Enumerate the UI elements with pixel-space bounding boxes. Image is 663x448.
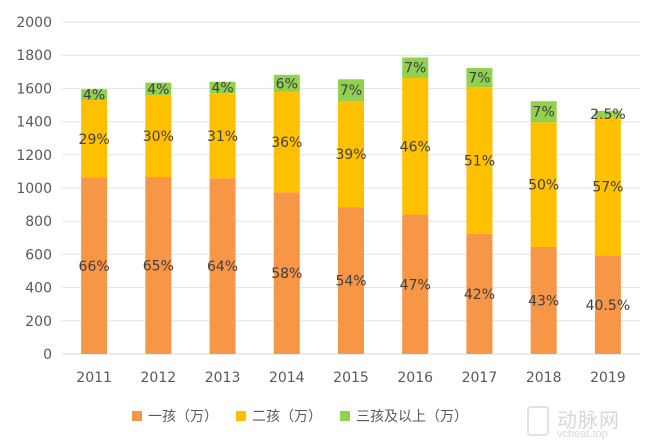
y-tick-label: 1800 [16,48,52,64]
y-tick-label: 400 [25,281,52,297]
bar-segment [466,67,493,88]
bar-segment [209,93,236,179]
watermark-logo-icon [527,406,549,436]
x-tick-label: 2019 [590,370,626,386]
bar-segment [530,246,557,354]
data-label: 7% [340,83,362,99]
data-label: 43% [528,293,559,309]
y-tick-label: 200 [25,314,52,330]
y-tick-label: 2000 [16,15,52,31]
legend-item-second-child: 二孩（万） [236,406,322,426]
x-tick-label: 2016 [397,370,433,386]
data-label: 7% [533,105,555,121]
data-label: 7% [468,71,490,87]
legend-label-third-plus-child: 三孩及以上（万） [356,409,468,425]
data-label: 66% [79,259,110,275]
y-axis: 0 200 400 600 800 1000 1200 1400 1600 1800 2000 [16,15,52,363]
data-label: 65% [143,259,174,275]
legend: 一孩（万） 二孩（万） 三孩及以上（万） [0,404,600,428]
data-label: 58% [271,266,302,282]
y-tick-label: 1400 [16,115,52,131]
data-label: 2.5% [590,107,626,123]
bar-segment [466,87,493,234]
data-label: 4% [147,82,169,98]
data-label: 51% [464,154,495,170]
x-tick-label: 2015 [333,370,369,386]
watermark-brand-en: vcbeat.top [557,428,608,440]
bar-segment [209,178,236,354]
x-tick-label: 2017 [462,370,498,386]
data-label: 64% [207,259,238,275]
data-label: 6% [276,76,298,92]
watermark-brand-cn: 动脉网 [557,408,620,432]
watermark: 动脉网 vcbeat.top [527,404,657,444]
bar-segment [338,101,364,208]
y-tick-label: 1600 [16,81,52,97]
data-label: 4% [83,88,105,104]
data-label: 30% [143,129,174,145]
y-tick-label: 600 [25,247,52,263]
y-tick-label: 1000 [16,181,52,197]
data-label: 47% [400,277,431,293]
bar-segment [145,95,172,178]
legend-item-first-child: 一孩（万） [132,406,218,426]
legend-label-second-child: 二孩（万） [252,409,322,425]
bar-segment [594,116,621,256]
data-label: 39% [335,147,366,163]
y-tick-label: 0 [43,347,52,363]
legend-swatch-first-child [132,411,142,421]
bar-segment [145,82,172,96]
x-tick-label: 2014 [269,370,305,386]
data-label: 46% [400,139,431,155]
bar-segment [402,57,429,78]
bar-segment [530,101,557,123]
data-label: 36% [271,135,302,151]
data-label: 40.5% [586,298,630,314]
bar-segment [338,79,364,102]
bar-segment [209,81,236,94]
bar-segment [466,233,493,354]
bar-segment [273,91,300,193]
legend-swatch-third-plus-child [340,411,350,421]
data-label: 57% [592,179,623,195]
data-label: 4% [211,80,233,96]
data-label: 54% [335,274,366,290]
data-label: 7% [404,61,426,77]
data-label: 29% [79,132,110,148]
data-label: 42% [464,287,495,303]
x-tick-label: 2012 [141,370,177,386]
x-tick-label: 2018 [526,370,562,386]
bar-segment [402,77,429,215]
bar-segment [594,255,621,354]
x-tick-label: 2011 [76,370,112,386]
bar-segment [273,74,300,92]
legend-label-first-child: 一孩（万） [148,409,218,425]
bar-segment [273,192,300,354]
bar-segment [81,177,108,354]
y-tick-label: 800 [25,214,52,230]
data-label: 50% [528,178,559,194]
bar-segment [81,100,108,178]
legend-item-third-plus-child: 三孩及以上（万） [340,406,468,426]
bar-segment [145,177,172,354]
data-label: 31% [207,129,238,145]
bar-segment [594,110,621,117]
x-tick-label: 2013 [205,370,241,386]
bar-segment [530,122,557,247]
x-axis: 2011 2012 2013 2014 2015 2016 2017 2018 2019 [76,370,625,386]
bars: 66% 29% 4% 65% 30% 4% 64% 31% 4% 58% 36% 6% 54% 39% 7%… [79,57,630,354]
bar-segment [338,207,364,354]
bar-segment [81,89,108,101]
bar-segment [402,214,429,354]
legend-swatch-second-child [236,411,246,421]
y-tick-label: 1200 [16,148,52,164]
